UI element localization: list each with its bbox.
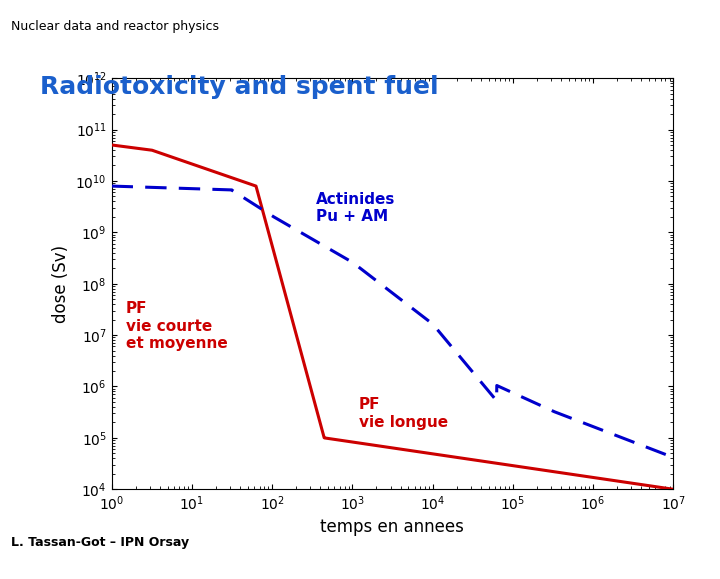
Text: Radiotoxicity and spent fuel: Radiotoxicity and spent fuel — [40, 75, 438, 99]
Y-axis label: dose (Sv): dose (Sv) — [52, 245, 70, 323]
Text: Nuclear data and reactor physics: Nuclear data and reactor physics — [11, 20, 219, 33]
Text: PF
vie longue: PF vie longue — [359, 397, 448, 430]
Text: L. Tassan-Got – IPN Orsay: L. Tassan-Got – IPN Orsay — [11, 536, 189, 548]
Text: PF
vie courte
et moyenne: PF vie courte et moyenne — [126, 301, 228, 351]
X-axis label: temps en annees: temps en annees — [320, 518, 464, 536]
Text: Actinides
Pu + AM: Actinides Pu + AM — [315, 192, 395, 224]
